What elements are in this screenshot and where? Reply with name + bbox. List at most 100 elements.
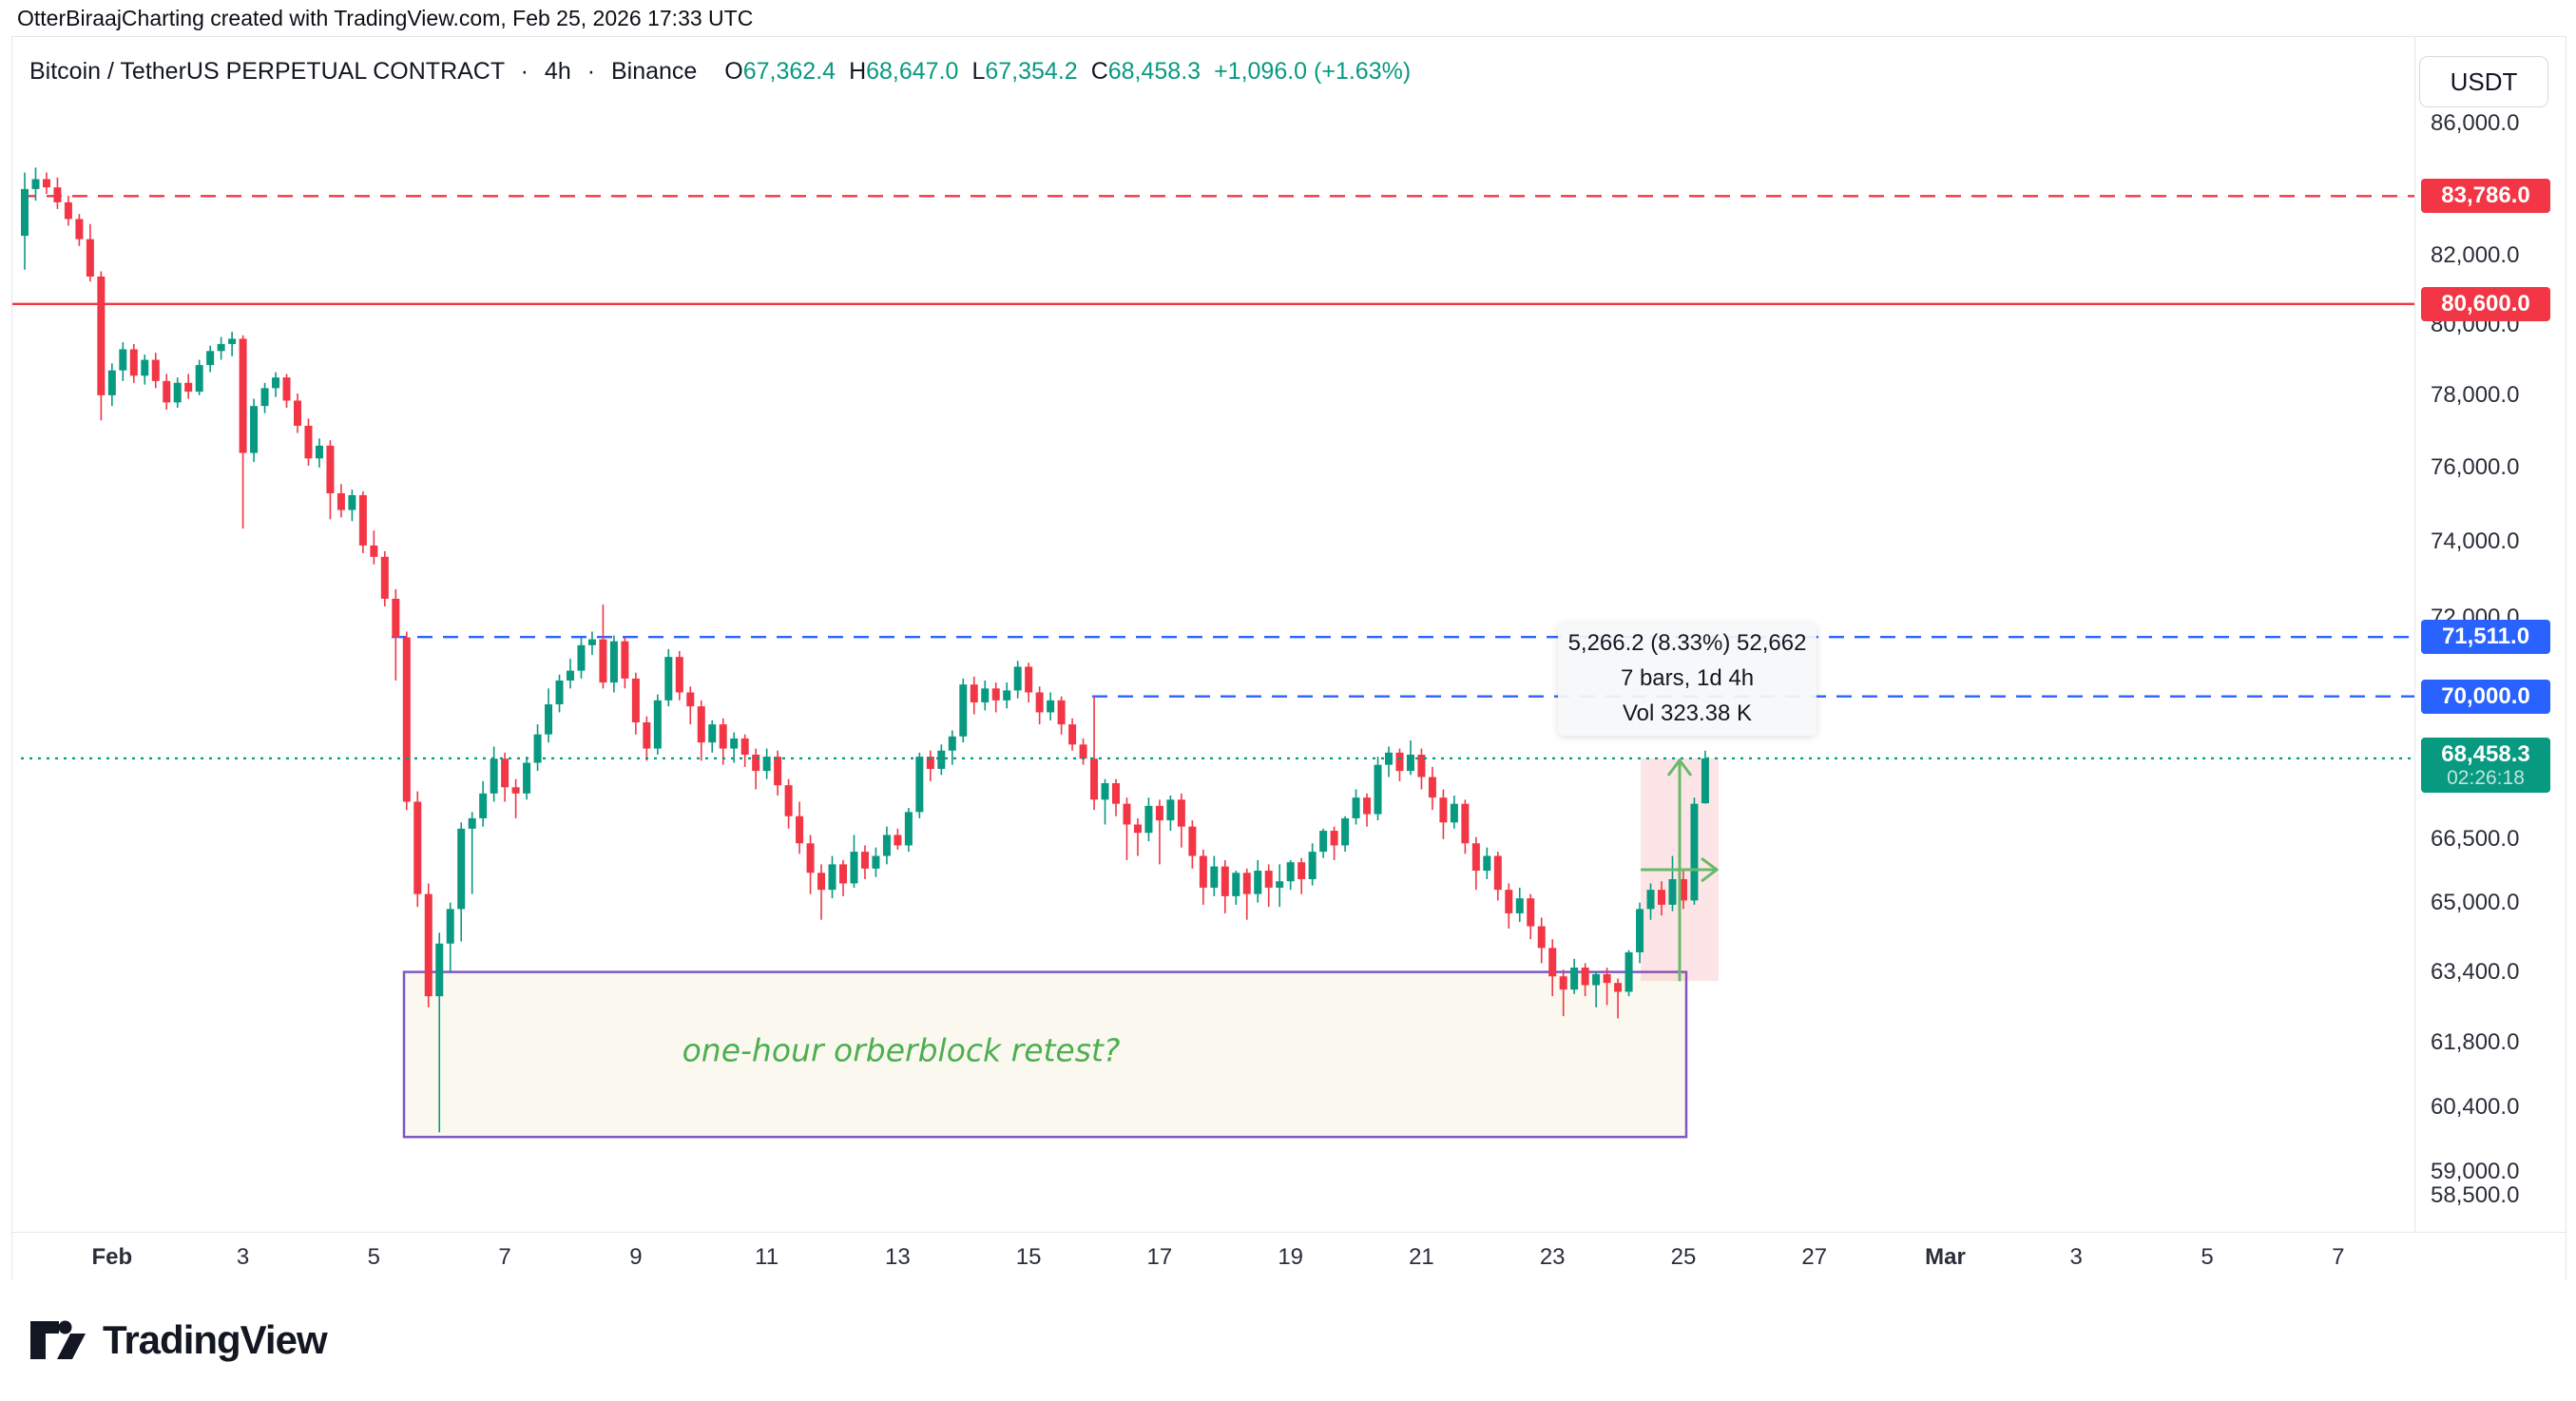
- candle-up: [609, 641, 618, 683]
- high-value: 68,647.0: [866, 58, 959, 85]
- candle-down: [1188, 826, 1197, 856]
- price-axis-tick: 86,000.0: [2431, 110, 2520, 136]
- candle-down: [1177, 799, 1185, 827]
- candle-down: [1493, 855, 1502, 891]
- tradingview-logo[interactable]: TradingView: [29, 1317, 328, 1363]
- price-axis-tick: 59,000.0: [2431, 1159, 2520, 1185]
- candle-up: [250, 406, 259, 453]
- candle-down: [239, 338, 247, 453]
- candle-down: [1090, 758, 1099, 800]
- candle-up: [1319, 831, 1328, 853]
- low-value: 67,354.2: [985, 58, 1078, 85]
- candle-up: [850, 852, 858, 884]
- separator-dot: ·: [520, 58, 529, 85]
- candle-up: [828, 864, 836, 891]
- time-axis-tick: 7: [498, 1244, 511, 1270]
- price-axis-tick: 65,000.0: [2431, 889, 2520, 915]
- candle-up: [708, 724, 717, 743]
- candle-down: [97, 276, 106, 395]
- candle-up: [119, 349, 127, 371]
- order-block-box[interactable]: [402, 970, 1688, 1139]
- candle-down: [1155, 805, 1163, 821]
- candle-down: [326, 445, 335, 493]
- symbol-legend[interactable]: Bitcoin / TetherUS PERPETUAL CONTRACT · …: [29, 58, 1411, 86]
- close-label: C: [1090, 58, 1108, 85]
- candle-up: [1636, 909, 1644, 952]
- price-axis-tick: 61,800.0: [2431, 1029, 2520, 1056]
- time-axis[interactable]: Feb 3 5 7 9 11 13 15 17 19 21 23 25 27 Mar 3 5 7: [12, 1232, 2566, 1280]
- close-value: 68,458.3: [1107, 58, 1201, 85]
- candle-down: [1548, 948, 1557, 977]
- symbol-name[interactable]: Bitcoin / TetherUS PERPETUAL CONTRACT: [29, 58, 505, 85]
- time-axis-tick: 15: [1015, 1244, 1042, 1270]
- chart-canvas[interactable]: [12, 37, 2566, 1280]
- candle-up: [1101, 783, 1109, 800]
- candle-down: [1581, 967, 1589, 986]
- candle-up: [533, 734, 542, 763]
- candle-down: [1035, 692, 1044, 713]
- change-value: +1,096.0 (+1.63%): [1214, 58, 1412, 85]
- candle-down: [42, 179, 50, 188]
- price-level-tag: 71,511.0: [2421, 620, 2550, 655]
- candle-down: [719, 724, 727, 749]
- candle-down: [1471, 843, 1480, 872]
- candle-down: [163, 380, 171, 403]
- candle-down: [1658, 890, 1665, 905]
- candle-up: [1210, 866, 1219, 888]
- candle-down: [1199, 855, 1207, 888]
- candle-down: [740, 738, 749, 755]
- candle-up: [21, 188, 29, 237]
- time-axis-tick: 11: [755, 1244, 779, 1270]
- candle-down: [796, 816, 804, 844]
- time-axis-tick: 3: [236, 1244, 250, 1270]
- measure-bars-line: 7 bars, 1d 4h: [1620, 665, 1755, 691]
- candle-up: [1483, 855, 1491, 872]
- candle-down: [1112, 783, 1120, 804]
- open-value: 67,362.4: [742, 58, 836, 85]
- candle-down: [294, 400, 301, 426]
- candle-down: [970, 684, 978, 702]
- candle-up: [904, 812, 913, 846]
- candle-up: [272, 377, 280, 389]
- candle-down: [380, 556, 389, 599]
- currency-toggle-button[interactable]: USDT: [2419, 56, 2548, 107]
- candle-up: [1450, 803, 1458, 823]
- time-axis-tick: 7: [2332, 1244, 2345, 1270]
- order-block-annotation-text[interactable]: one-hour orberblock retest?: [682, 1031, 1121, 1069]
- candle-up: [107, 370, 116, 395]
- candle-down: [1537, 926, 1546, 949]
- candle-down: [424, 893, 433, 997]
- candle-up: [1013, 666, 1022, 691]
- price-axis-tick: 66,500.0: [2431, 825, 2520, 852]
- candle-down: [1679, 878, 1687, 901]
- candle-down: [151, 359, 160, 381]
- interval-label[interactable]: 4h: [544, 58, 571, 85]
- candle-down: [184, 382, 193, 393]
- price-axis-tick: 74,000.0: [2431, 528, 2520, 554]
- time-axis-tick: Mar: [1925, 1244, 1966, 1270]
- candle-up: [348, 494, 356, 510]
- measure-arrows[interactable]: [1641, 758, 1720, 982]
- candle-up: [587, 639, 596, 645]
- candle-down: [1025, 666, 1033, 693]
- candle-down: [686, 692, 695, 707]
- measure-range-line: 5,266.2 (8.33%) 52,662: [1567, 630, 1807, 656]
- candle-down: [1298, 862, 1306, 879]
- candle-up: [1668, 878, 1677, 905]
- currency-label: USDT: [2450, 67, 2518, 96]
- candle-up: [228, 338, 237, 344]
- candle-down: [511, 787, 520, 794]
- candle-up: [915, 757, 924, 813]
- candle-down: [358, 494, 367, 546]
- attribution-bar: OtterBiraajCharting created with Trading…: [0, 0, 2576, 36]
- candle-down: [129, 349, 138, 376]
- candle-down: [839, 864, 847, 884]
- time-axis-tick: 23: [1539, 1244, 1566, 1270]
- candle-down: [1068, 724, 1077, 745]
- time-axis-tick: 9: [629, 1244, 643, 1270]
- candle-up: [217, 343, 225, 352]
- candle-down: [413, 801, 422, 894]
- price-axis[interactable]: 86,000.084,000.082,000.080,000.078,000.0…: [2414, 37, 2566, 1232]
- candle-up: [1701, 758, 1709, 804]
- candle-down: [860, 852, 869, 869]
